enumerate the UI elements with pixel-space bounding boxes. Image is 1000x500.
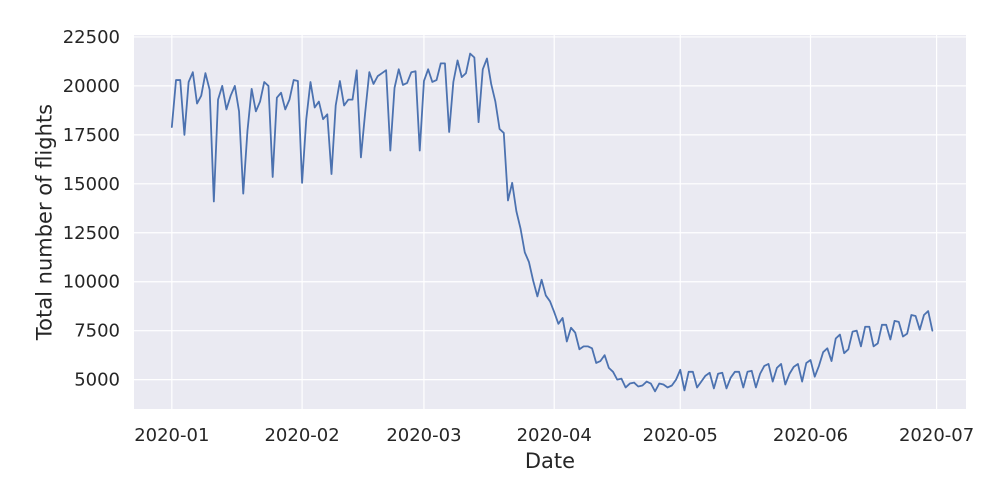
x-axis-label: Date [525,449,575,473]
x-tick-label: 2020-04 [517,425,592,446]
y-tick-label: 7500 [74,321,120,342]
y-tick-label: 5000 [74,370,120,391]
y-tick-label: 22500 [63,27,120,48]
y-axis-label: Total number of flights [32,104,56,341]
series-line [170,52,934,393]
x-tick-label: 2020-02 [264,425,339,446]
x-tick-label: 2020-05 [643,425,718,446]
x-tick-label: 2020-07 [899,425,974,446]
series-layer [170,52,934,393]
y-tick-label: 20000 [63,76,120,97]
plot-background [134,35,966,409]
grid [134,35,966,409]
x-tick-label: 2020-01 [134,425,209,446]
y-tick-label: 10000 [63,272,120,293]
y-tick-label: 12500 [63,223,120,244]
x-tick-label: 2020-06 [773,425,848,446]
y-tick-label: 17500 [63,125,120,146]
x-tick-label: 2020-03 [386,425,461,446]
tick-labels: 5000 7500 10000 12500 15000 17500 20000 22500 20… [63,27,974,446]
y-tick-label: 15000 [63,174,120,195]
